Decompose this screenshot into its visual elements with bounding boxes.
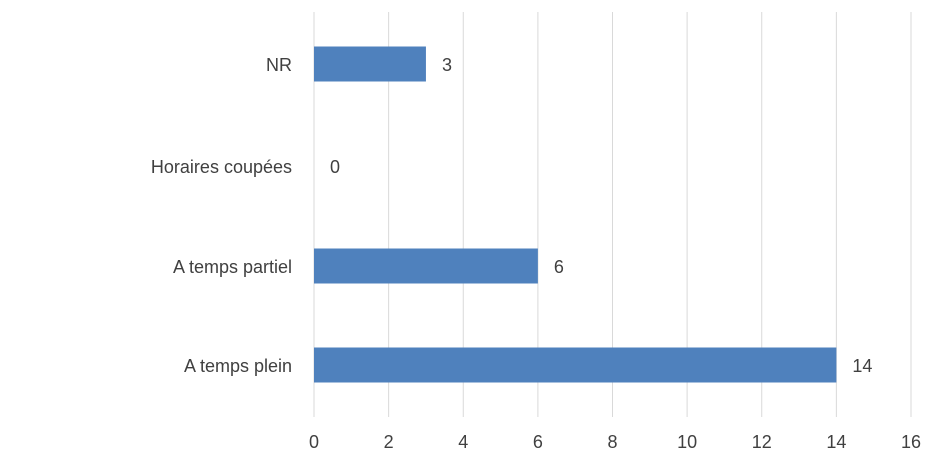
- category-label-3: A temps plein: [184, 356, 292, 376]
- bar-2: [314, 248, 538, 284]
- x-tick-label-2: 2: [384, 432, 394, 452]
- x-tick-label-10: 10: [677, 432, 697, 452]
- category-label-2: A temps partiel: [173, 257, 292, 277]
- x-axis-tick-labels: 0 2 4 6 8 10 12 14 16: [309, 432, 921, 452]
- data-labels: 3 0 6 14: [330, 55, 872, 376]
- x-tick-label-0: 0: [309, 432, 319, 452]
- data-label-1: 0: [330, 157, 340, 177]
- x-tick-label-12: 12: [752, 432, 772, 452]
- x-tick-label-14: 14: [826, 432, 846, 452]
- bar-3: [314, 347, 837, 383]
- category-label-0: NR: [266, 55, 292, 75]
- category-label-1: Horaires coupées: [151, 157, 292, 177]
- x-tick-label-16: 16: [901, 432, 921, 452]
- data-label-0: 3: [442, 55, 452, 75]
- bar-0: [314, 46, 426, 82]
- x-tick-label-6: 6: [533, 432, 543, 452]
- x-tick-label-8: 8: [607, 432, 617, 452]
- data-label-2: 6: [554, 257, 564, 277]
- category-labels: NR Horaires coupées A temps partiel A temps…: [151, 55, 292, 376]
- data-label-3: 14: [852, 356, 872, 376]
- x-tick-label-4: 4: [458, 432, 468, 452]
- bars: [314, 46, 837, 383]
